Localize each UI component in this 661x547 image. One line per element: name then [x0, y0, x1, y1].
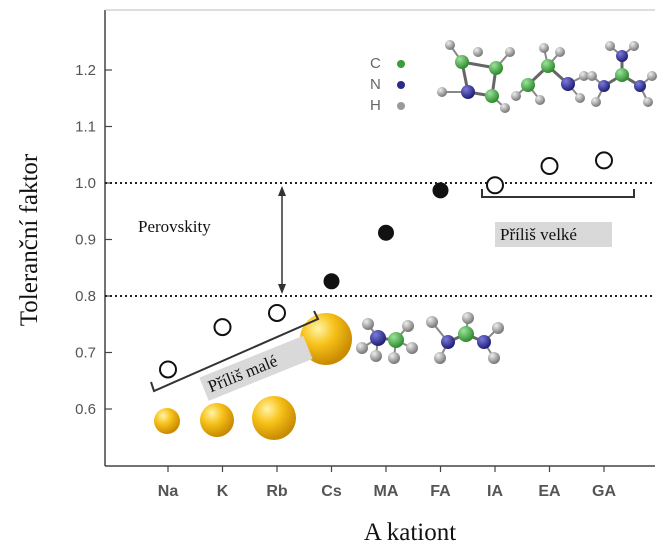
y-tick-label: 1.0: [75, 175, 96, 192]
y-tick-label: 1.1: [75, 119, 96, 136]
legend-swatch-c: [397, 60, 405, 68]
y-tick-label: 0.7: [75, 345, 96, 362]
rb-ion-sphere: [252, 396, 296, 440]
legend-label-h: H: [370, 97, 381, 114]
data-point-k: [215, 319, 231, 335]
molecule-ga: [587, 41, 657, 107]
y-tick-label: 0.6: [75, 401, 96, 418]
legend-swatch-n: [397, 81, 405, 89]
element-legend: C N H: [370, 55, 405, 114]
perovskite-label: Perovskity: [138, 217, 211, 236]
molecule-ea: [511, 43, 589, 105]
k-ion-sphere: [200, 403, 234, 437]
x-tick-label: MA: [374, 483, 399, 500]
x-tick-label: GA: [592, 483, 616, 500]
data-point-rb: [269, 305, 285, 321]
too-large-label: Příliš velké: [500, 225, 577, 244]
y-tick-label: 0.8: [75, 288, 96, 305]
data-point-cs: [324, 273, 340, 289]
data-point-na: [160, 361, 176, 377]
range-arrow-head-top: [278, 186, 286, 196]
x-tick-label: FA: [430, 483, 451, 500]
molecule-ma: [356, 318, 418, 364]
legend-label-c: C: [370, 55, 381, 72]
too-large-annotation: Příliš velké: [482, 189, 634, 247]
x-tick-label: Na: [158, 483, 179, 500]
y-tick-label: 1.2: [75, 62, 96, 79]
legend-label-n: N: [370, 76, 381, 93]
x-axis-title: A kationt: [364, 519, 456, 546]
y-axis-title: Toleranční faktor: [16, 153, 43, 326]
data-point-ea: [542, 158, 558, 174]
too-large-bracket: [482, 189, 634, 197]
perovskite-region-annotation: Perovskity: [138, 186, 286, 294]
y-axis-ticks: 0.6 0.7 0.8 0.9 1.0 1.1 1.2: [75, 62, 112, 418]
x-tick-label: EA: [538, 483, 561, 500]
data-points: [160, 152, 612, 377]
data-point-ga: [596, 152, 612, 168]
x-tick-label: IA: [487, 483, 503, 500]
x-tick-label: Rb: [266, 483, 288, 500]
data-point-ia: [487, 177, 503, 193]
range-arrow-head-bottom: [278, 284, 286, 294]
data-point-fa: [433, 182, 449, 198]
molecule-fa: [426, 312, 504, 364]
legend-swatch-h: [397, 102, 405, 110]
na-ion-sphere: [154, 408, 180, 434]
too-small-annotation: Příliš malé: [151, 311, 318, 401]
y-tick-label: 0.9: [75, 232, 96, 249]
x-axis-ticks: Na K Rb Cs MA FA IA EA GA: [158, 466, 617, 500]
x-tick-label: Cs: [321, 483, 342, 500]
x-tick-label: K: [217, 483, 229, 500]
molecule-ia: [437, 40, 515, 113]
data-point-ma: [378, 225, 394, 241]
